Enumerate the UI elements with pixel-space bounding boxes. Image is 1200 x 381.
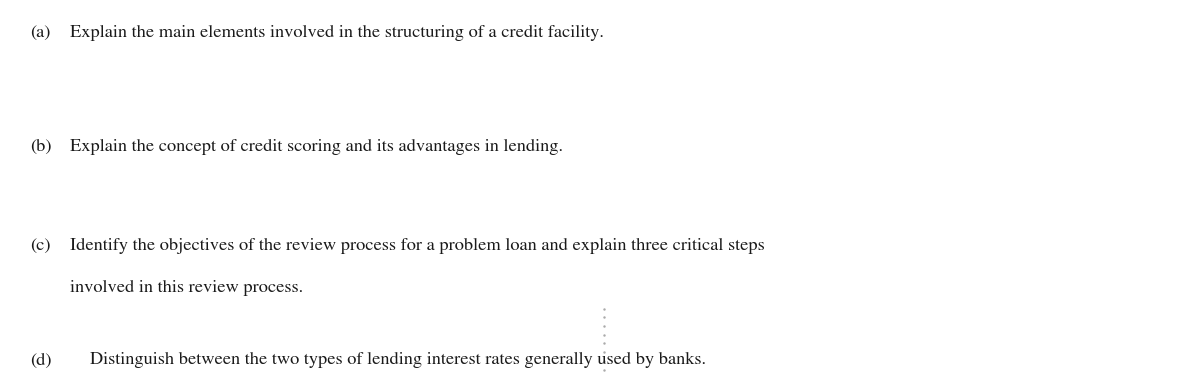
Text: (c): (c) (30, 238, 50, 254)
Text: (b): (b) (30, 139, 52, 155)
Text: (a): (a) (30, 25, 50, 41)
Text: Explain the main elements involved in the structuring of a credit facility.: Explain the main elements involved in th… (70, 25, 604, 41)
Text: Identify the objectives of the review process for a problem loan and explain thr: Identify the objectives of the review pr… (70, 238, 764, 254)
Text: (d): (d) (30, 352, 52, 368)
Text: Explain the concept of credit scoring and its advantages in lending.: Explain the concept of credit scoring an… (70, 139, 563, 155)
Text: Distinguish between the two types of lending interest rates generally used by ba: Distinguish between the two types of len… (90, 352, 706, 368)
Text: involved in this review process.: involved in this review process. (70, 280, 302, 296)
